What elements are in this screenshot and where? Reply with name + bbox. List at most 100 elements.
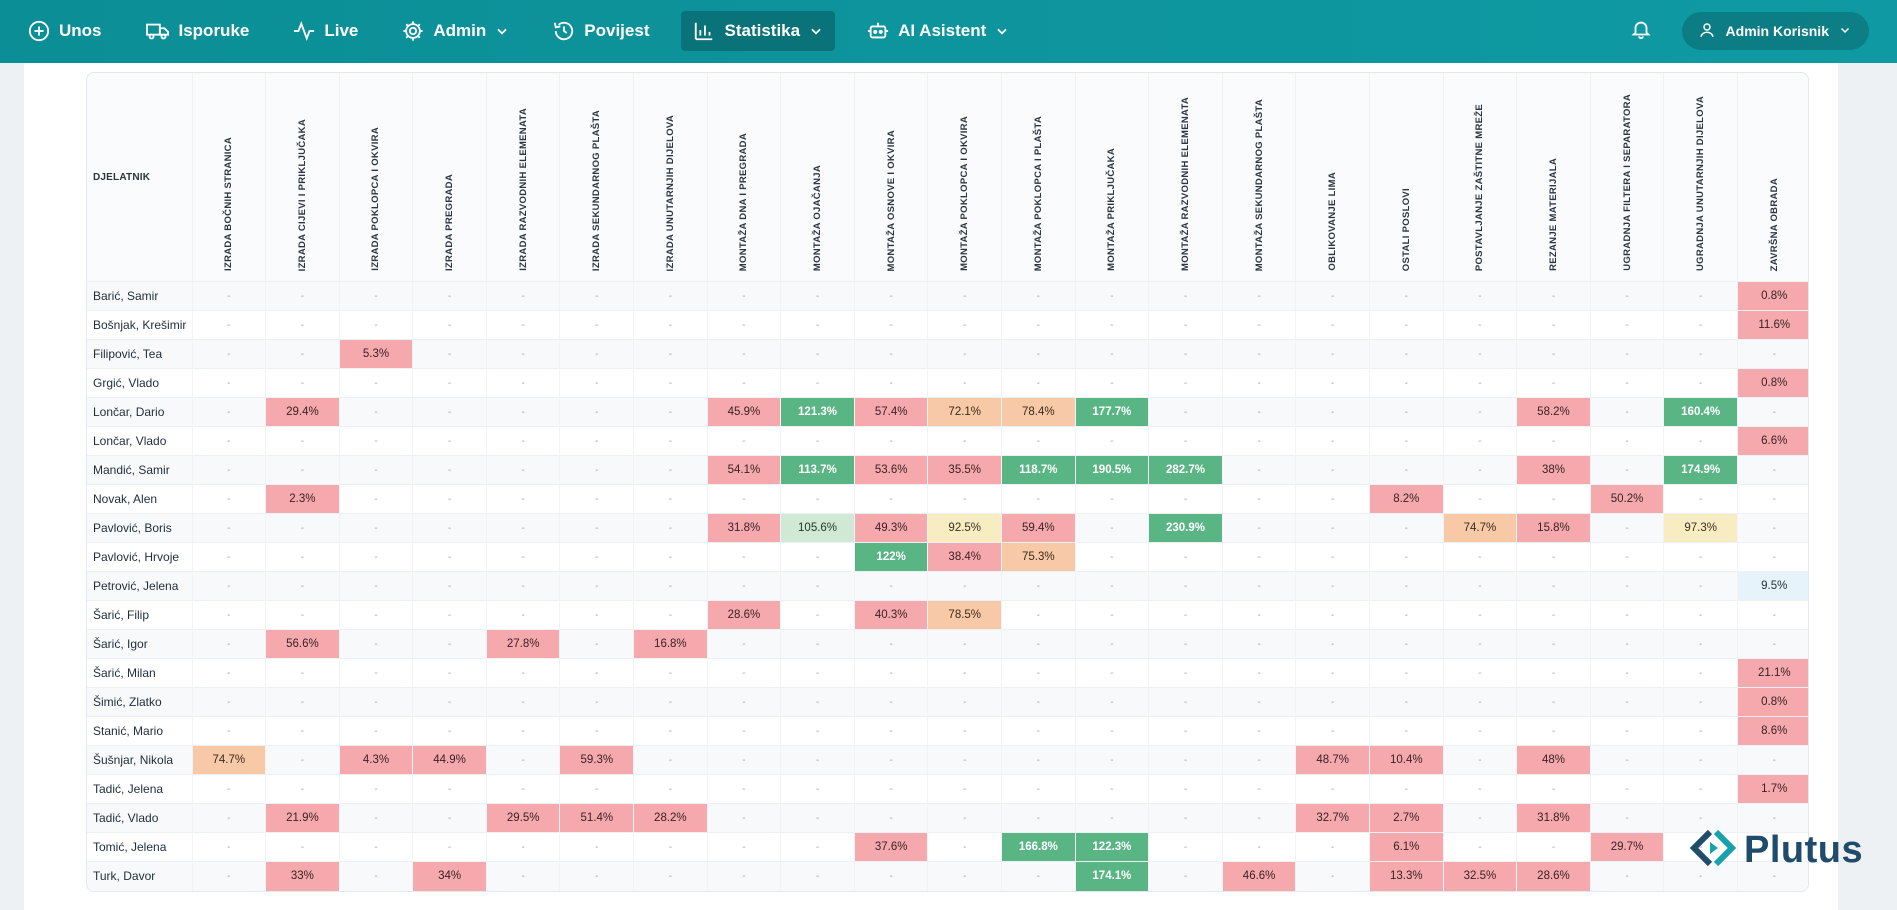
empty-cell: - xyxy=(486,455,561,485)
empty-cell: - xyxy=(1222,571,1297,601)
column-header[interactable]: MONTAŽA RAZVODNIH ELEMENATA xyxy=(1148,73,1223,282)
nav-item-isporuke[interactable]: Isporuke xyxy=(134,11,262,51)
nav-item-live[interactable]: Live xyxy=(281,11,370,51)
column-header-wrap: REZANJE MATERIJALA xyxy=(1517,73,1590,281)
empty-cell: - xyxy=(854,339,929,369)
empty-cell: - xyxy=(1369,455,1444,485)
empty-cell: - xyxy=(854,774,929,804)
nav-item-unos[interactable]: Unos xyxy=(16,11,114,51)
column-header[interactable]: MONTAŽA OJAČANJA xyxy=(780,73,855,282)
percentage-cell: 13.3% xyxy=(1369,861,1444,891)
empty-cell: - xyxy=(1001,774,1076,804)
empty-cell: - xyxy=(780,310,855,340)
empty-cell: - xyxy=(1590,600,1665,630)
column-header[interactable]: UGRADNJA FILTERA I SEPARATORA xyxy=(1590,73,1665,282)
employee-name: Lončar, Vlado xyxy=(87,426,193,456)
empty-cell: - xyxy=(633,687,708,717)
nav-item-povijest[interactable]: Povijest xyxy=(541,11,661,51)
percentage-cell: 28.6% xyxy=(707,600,782,630)
nav-item-admin[interactable]: Admin xyxy=(390,11,521,51)
empty-cell: - xyxy=(854,426,929,456)
column-header[interactable]: POSTAVLJANJE ZAŠTITNE MREŽE xyxy=(1443,73,1518,282)
empty-cell: - xyxy=(559,774,635,804)
column-header[interactable]: IZRADA BOČNIH STRANICA xyxy=(192,73,267,282)
employee-name: Petrović, Jelena xyxy=(87,571,193,601)
empty-cell: - xyxy=(1443,339,1518,369)
column-header[interactable]: MONTAŽA OSNOVE I OKVIRA xyxy=(854,73,929,282)
empty-cell: - xyxy=(1148,281,1223,311)
empty-cell: - xyxy=(1001,339,1076,369)
bell-icon[interactable] xyxy=(1630,18,1652,45)
column-header[interactable]: OBLIKOVANJE LIMA xyxy=(1295,73,1370,282)
empty-cell: - xyxy=(486,832,561,862)
empty-cell: - xyxy=(1663,542,1738,572)
nav-item-ai-asistent[interactable]: AI Asistent xyxy=(855,11,1021,51)
empty-cell: - xyxy=(927,310,1003,340)
empty-cell: - xyxy=(1590,339,1665,369)
empty-cell: - xyxy=(1148,687,1223,717)
percentage-cell: 121.3% xyxy=(780,397,855,427)
empty-cell: - xyxy=(1590,426,1665,456)
empty-cell: - xyxy=(1222,513,1297,543)
column-header[interactable]: OSTALI POSLOVI xyxy=(1369,73,1444,282)
empty-cell: - xyxy=(1001,803,1076,833)
user-menu[interactable]: Admin Korisnik xyxy=(1681,12,1869,50)
column-header[interactable]: MONTAŽA DNA I PREGRADA xyxy=(707,73,782,282)
empty-cell: - xyxy=(559,658,635,688)
empty-cell: - xyxy=(1001,368,1076,398)
nav-item-label: Isporuke xyxy=(178,21,250,40)
empty-cell: - xyxy=(1295,513,1370,543)
empty-cell: - xyxy=(1516,687,1591,717)
empty-cell: - xyxy=(1222,629,1297,659)
empty-cell: - xyxy=(707,281,782,311)
percentage-cell: 50.2% xyxy=(1590,484,1665,514)
column-header[interactable]: IZRADA UNUTARNJIH DIJELOVA xyxy=(633,73,708,282)
percentage-cell: 97.3% xyxy=(1663,513,1738,543)
empty-cell: - xyxy=(780,571,855,601)
column-header-label: REZANJE MATERIJALA xyxy=(1547,158,1559,271)
column-header[interactable]: MONTAŽA PRIKLJUČAKA xyxy=(1075,73,1150,282)
empty-cell: - xyxy=(1516,542,1591,572)
column-header[interactable]: REZANJE MATERIJALA xyxy=(1516,73,1591,282)
empty-cell: - xyxy=(1075,542,1150,572)
column-header-djelatnik[interactable]: DJELATNIK xyxy=(87,73,193,282)
column-header[interactable]: UGRADNJA UNUTARNJIH DIJELOVA xyxy=(1663,73,1738,282)
empty-cell: - xyxy=(1369,368,1444,398)
column-header[interactable]: MONTAŽA POKLOPCA I OKVIRA xyxy=(927,73,1003,282)
nav-item-statistika[interactable]: Statistika xyxy=(681,11,836,51)
empty-cell: - xyxy=(486,600,561,630)
column-header-wrap: IZRADA PREGRADA xyxy=(413,73,486,281)
percentage-cell: 34% xyxy=(412,861,487,891)
empty-cell: - xyxy=(1001,281,1076,311)
empty-cell: - xyxy=(1737,513,1808,543)
column-header-wrap: UGRADNJA FILTERA I SEPARATORA xyxy=(1591,73,1664,281)
percentage-cell: 37.6% xyxy=(854,832,929,862)
employee-name: Šarić, Milan xyxy=(87,658,193,688)
empty-cell: - xyxy=(1590,281,1665,311)
empty-cell: - xyxy=(486,426,561,456)
nav-item-label: Povijest xyxy=(584,21,650,40)
column-header[interactable]: IZRADA CIJEVI I PRIKLJUČAKA xyxy=(265,73,340,282)
empty-cell: - xyxy=(486,542,561,572)
column-header[interactable]: MONTAŽA SEKUNDARNOG PLAŠTA xyxy=(1222,73,1297,282)
column-header[interactable]: ZAVRŠNA OBRADA xyxy=(1737,73,1808,282)
empty-cell: - xyxy=(707,542,782,572)
empty-cell: - xyxy=(927,745,1003,775)
column-header[interactable]: IZRADA SEKUNDARNOG PLAŠTA xyxy=(559,73,635,282)
column-header[interactable]: IZRADA POKLOPCA I OKVIRA xyxy=(339,73,414,282)
column-header[interactable]: IZRADA PREGRADA xyxy=(412,73,487,282)
empty-cell: - xyxy=(780,542,855,572)
empty-cell: - xyxy=(1443,832,1518,862)
column-header[interactable]: IZRADA RAZVODNIH ELEMENATA xyxy=(486,73,561,282)
percentage-cell: 59.4% xyxy=(1001,513,1076,543)
empty-cell: - xyxy=(265,832,340,862)
empty-cell: - xyxy=(707,687,782,717)
empty-cell: - xyxy=(339,600,414,630)
empty-cell: - xyxy=(1075,629,1150,659)
column-header-wrap: IZRADA POKLOPCA I OKVIRA xyxy=(340,73,413,281)
employee-name: Barić, Samir xyxy=(87,281,193,311)
empty-cell: - xyxy=(1663,368,1738,398)
column-header-label: MONTAŽA PRIKLJUČAKA xyxy=(1106,148,1118,271)
column-header[interactable]: MONTAŽA POKLOPCA I PLAŠTA xyxy=(1001,73,1076,282)
nav-item-label: Statistika xyxy=(724,21,801,40)
